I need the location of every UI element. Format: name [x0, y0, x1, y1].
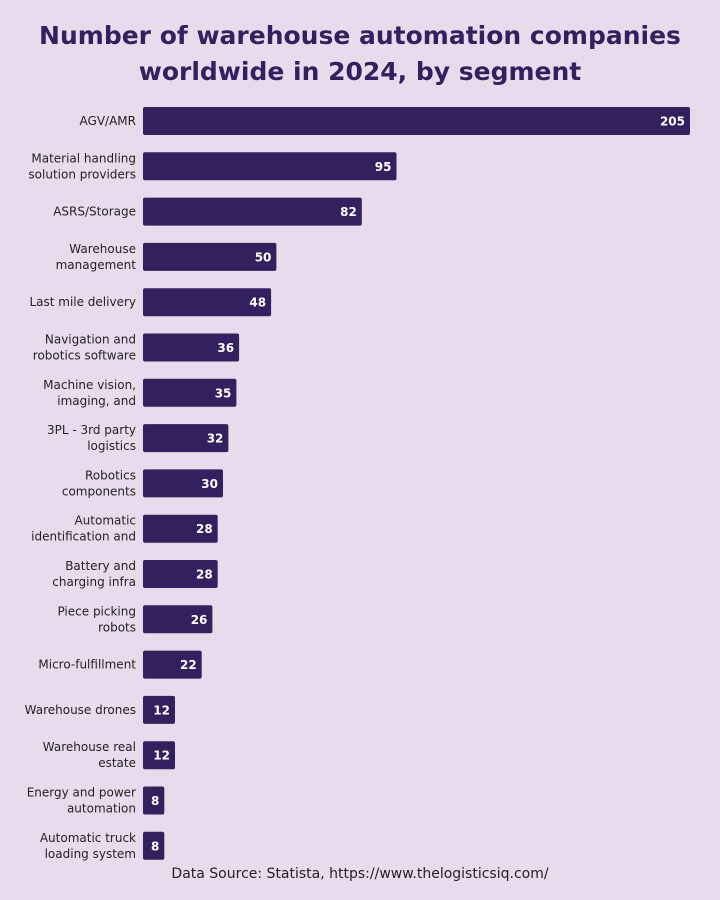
value-label-13: 12 [153, 703, 170, 717]
category-label-7: 3PL - 3rd party logistics [47, 423, 136, 453]
category-label-3: Warehouse management [56, 242, 137, 272]
value-label-10: 28 [196, 568, 213, 582]
bar-7 [143, 424, 229, 453]
chart-title: Number of warehouse automation companies… [0, 18, 720, 90]
category-label-4: Last mile delivery [29, 295, 136, 309]
bar-8 [143, 469, 223, 498]
value-label-2: 82 [340, 205, 357, 219]
value-label-16: 8 [151, 839, 159, 853]
bar-16 [143, 831, 165, 860]
category-label-8: Robotics components [62, 468, 136, 498]
value-label-0: 205 [660, 115, 685, 129]
bar-15 [143, 786, 165, 815]
value-label-12: 22 [180, 658, 197, 672]
chart-title-line-2: worldwide in 2024, by segment [138, 57, 582, 86]
value-label-3: 50 [255, 250, 272, 264]
bar-10 [143, 560, 218, 588]
category-label-9: Automatic identification and [31, 514, 136, 544]
category-label-16: Automatic truck loading system [40, 831, 136, 861]
value-label-4: 48 [249, 296, 266, 310]
value-label-15: 8 [151, 794, 159, 808]
bar-14 [143, 741, 175, 770]
category-label-6: Machine vision, imaging, and [43, 378, 136, 408]
category-label-0: AGV/AMR [80, 114, 136, 128]
value-label-9: 28 [196, 522, 213, 536]
value-label-5: 36 [217, 341, 234, 355]
bar-2 [143, 197, 362, 226]
category-label-13: Warehouse drones [25, 703, 136, 717]
bar-9 [143, 514, 218, 543]
category-label-10: Battery and charging infra [52, 559, 136, 589]
value-label-14: 12 [153, 749, 170, 763]
bar-6 [143, 378, 237, 407]
value-label-1: 95 [375, 160, 392, 174]
category-label-12: Micro-fulfillment [38, 658, 136, 672]
bar-1 [143, 152, 397, 181]
bar-0 [143, 107, 690, 135]
bar-13 [143, 695, 175, 724]
bar-12 [143, 650, 202, 679]
value-label-11: 26 [191, 613, 208, 627]
value-label-6: 35 [215, 386, 232, 400]
category-label-2: ASRS/Storage [53, 205, 136, 219]
category-label-15: Energy and power automation [27, 786, 136, 816]
category-label-1: Material handling solution providers [28, 151, 136, 181]
bar-3 [143, 242, 277, 271]
data-source-note: Data Source: Statista, https://www.thelo… [171, 866, 549, 882]
value-label-7: 32 [207, 432, 224, 446]
chart-title-line-1: Number of warehouse automation companies [39, 21, 681, 50]
category-label-14: Warehouse real estate [43, 740, 136, 770]
category-label-5: Navigation and robotics software [33, 333, 136, 363]
bar-5 [143, 333, 240, 362]
value-label-8: 30 [201, 477, 218, 491]
category-label-11: Piece picking robots [57, 604, 136, 634]
bar-11 [143, 605, 213, 634]
bar-4 [143, 288, 272, 317]
